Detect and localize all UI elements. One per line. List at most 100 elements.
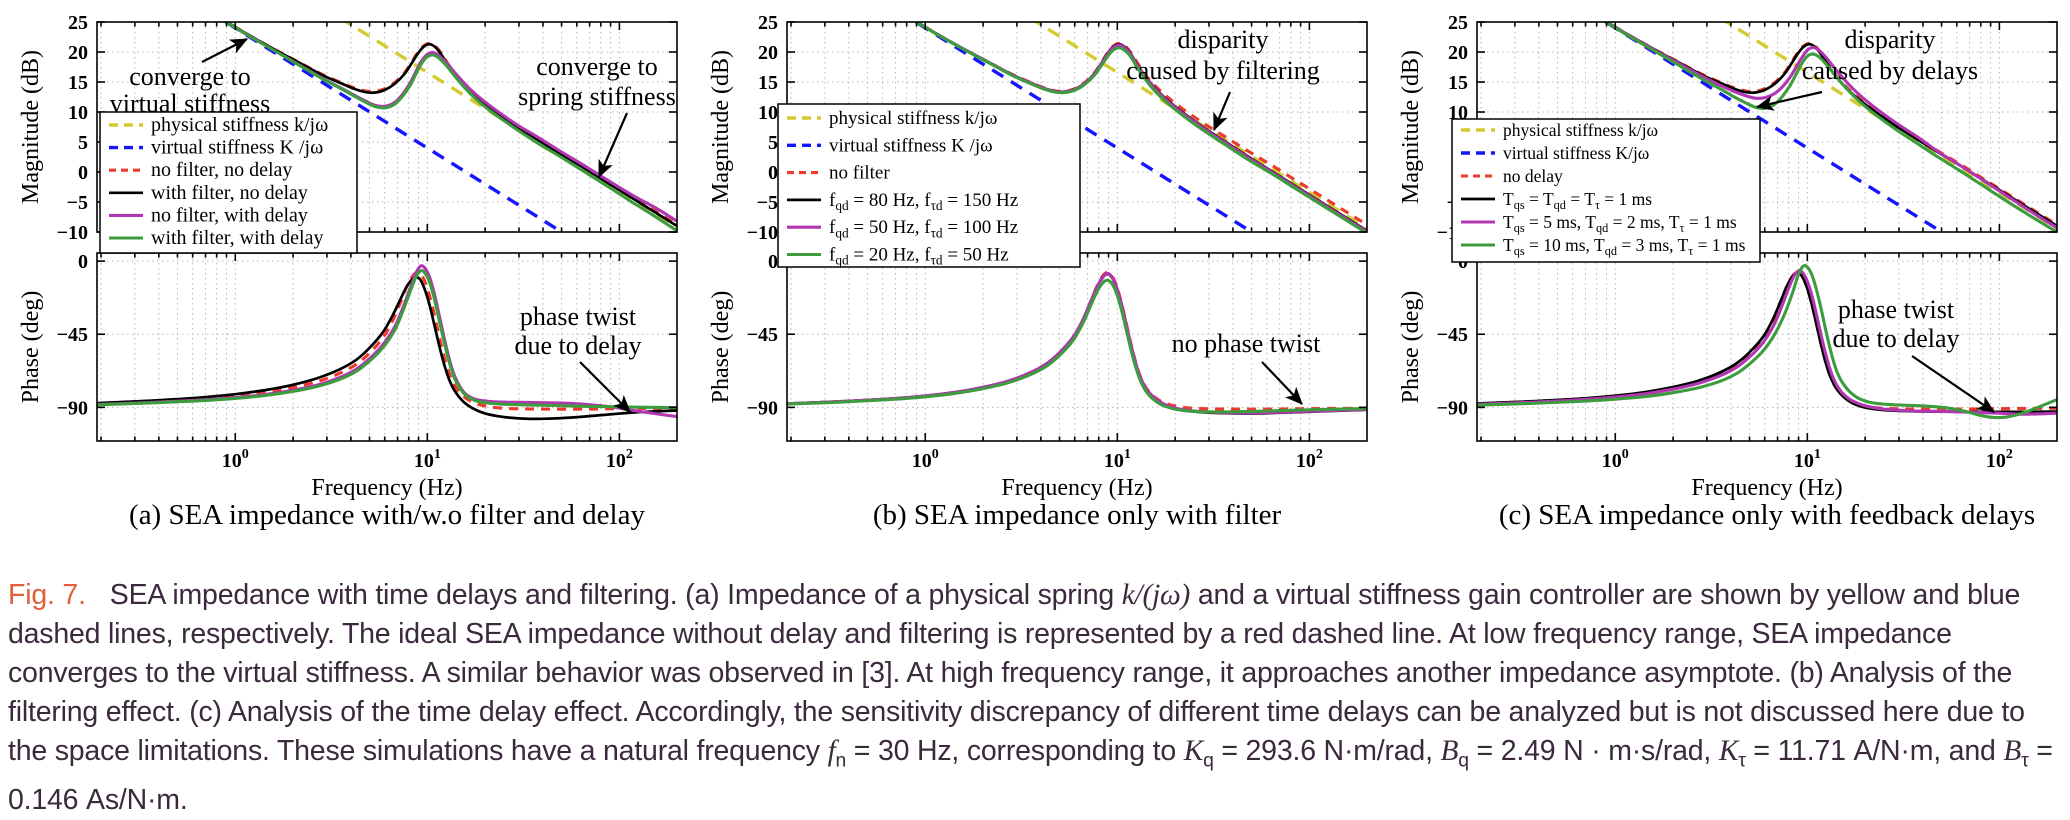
annotation-arrow [201,38,248,63]
figure-caption-text: SEA impedance with time delays and filte… [8,579,2053,816]
svg-text:10: 10 [758,102,778,124]
svg-text:0: 0 [768,162,778,184]
plot-border [96,252,678,442]
svg-text:caused by delays: caused by delays [1802,56,1978,85]
annotation-arrow [579,361,631,413]
svg-text:10: 10 [68,102,88,124]
plot-a-phase: 0 −45 −90 Phase (deg) 100 101 102 Frequency (Hz… [18,251,678,501]
x-tick-labels: 100 101 102 [912,447,1323,472]
svg-text:15: 15 [68,72,88,94]
phase-ylabel: Phase (deg) [708,291,734,404]
legend-label-2: no filter, no delay [151,159,292,181]
y-tick-labels: 0−45−90 [1437,251,1468,419]
y-tick-labels: 0−45−90 [57,251,88,419]
subcaption-a: (a) SEA impedance with/w.o filter and de… [129,499,645,531]
series-c-mag-0 [1723,22,2057,230]
annotation-arrow [1755,90,1823,111]
legend-label-2: no filter [829,163,890,184]
x-tick-labels: 100 101 102 [1602,447,2013,472]
svg-text:converge to: converge to [536,52,658,81]
series-c-phase-3 [1477,263,2057,420]
legend-label-2: no delay [1503,166,1563,186]
series-group [97,264,677,421]
legend-label-0: physical stiffness k/jω [829,108,997,129]
series-a-mag-1 [222,22,565,232]
series-a-phase-1 [97,275,677,421]
mag-ylabel: Magnitude (dB) [18,50,44,204]
legend-box [777,103,1081,268]
svg-text:101: 101 [1104,447,1131,472]
phase-ylabel: Phase (deg) [1398,291,1424,404]
plot-border [1476,252,2058,442]
annotation-arrow [1212,91,1232,132]
legend-box [1451,118,1761,263]
xlabel: Frequency (Hz) [1691,475,1842,501]
svg-text:0: 0 [768,251,778,273]
panels-row: 25 20 15 10 5 0 −5 −10 Magnitude (dB) converge to… [0,0,2070,540]
svg-text:102: 102 [606,447,633,472]
svg-text:−45: −45 [57,324,88,346]
svg-text:−90: −90 [57,397,88,419]
legend-label-3: with filter, no delay [151,182,308,204]
series-group [222,22,677,232]
svg-text:spring stiffness: spring stiffness [518,82,676,111]
legend-box [99,111,358,254]
plot-border [96,21,678,233]
series-b-phase-3 [787,278,1367,414]
plot-b-phase: 0 −45 −90 Phase (deg) 100 101 102 Frequency (Hz… [708,251,1368,501]
svg-text:−5: −5 [757,192,778,214]
legend-label-4: fqd = 50 Hz, fτd = 100 Hz [829,217,1018,240]
svg-text:−45: −45 [747,324,778,346]
series-a-mag-0 [343,22,677,230]
series-a-phase-0 [97,270,677,411]
legend-label-0: physical stiffness k/jω [151,114,328,136]
legend-label-5: with filter, with delay [151,227,324,249]
svg-text:−45: −45 [1437,324,1468,346]
svg-text:disparity: disparity [1178,25,1269,54]
legend-label-4: no filter, with delay [151,204,308,226]
svg-text:100: 100 [1602,447,1629,472]
svg-text:15: 15 [1448,72,1468,94]
svg-text:converge to: converge to [129,62,251,91]
svg-text:−90: −90 [747,397,778,419]
annotation-arrow [597,112,629,179]
bode-plot-a: 25 20 15 10 5 0 −5 −10 Magnitude (dB) converge to… [18,12,678,531]
svg-text:101: 101 [1794,447,1821,472]
series-group [1602,22,2057,232]
series-group [787,270,1367,415]
y-tick-labels: 25 20 15 10 5 0 −5 −10 [57,12,88,244]
series-b-mag-5 [913,22,1367,232]
panel-a: 25 20 15 10 5 0 −5 −10 Magnitude (dB) converge to… [0,0,690,540]
svg-text:15: 15 [758,72,778,94]
annotation-arrow [1911,355,1995,413]
legend-label-1: virtual stiffness K /jω [151,137,323,159]
svg-text:−90: −90 [1437,397,1468,419]
legend-label-3: Tqs = Tqd = Tτ = 1 ms [1503,189,1652,212]
series-c-mag-1 [1602,22,1945,232]
svg-text:5: 5 [768,132,778,154]
svg-text:no phase twist: no phase twist [1172,329,1322,358]
legend-label-1: virtual stiffness K /jω [829,135,993,156]
bode-plot-b: 25 20 15 10 5 0 −5 −10 Magnitude (dB) disparityca… [708,12,1368,531]
subcaption-c: (c) SEA impedance only with feedback del… [1499,499,2035,531]
legend-label-5: Tqs = 10 ms, Tqd = 3 ms, Tτ = 1 ms [1503,235,1746,258]
series-b-mag-0 [1033,22,1367,230]
legend-c: physical stiffness k/jω virtual stiffness… [1451,118,1761,263]
svg-text:0: 0 [78,162,88,184]
legend-label-4: Tqs = 5 ms, Tqd = 2 ms, Tτ = 1 ms [1503,212,1737,235]
svg-text:25: 25 [68,12,88,34]
svg-text:−10: −10 [747,222,778,244]
svg-text:102: 102 [1296,447,1323,472]
x-tick-labels: 100 101 102 [222,447,633,472]
